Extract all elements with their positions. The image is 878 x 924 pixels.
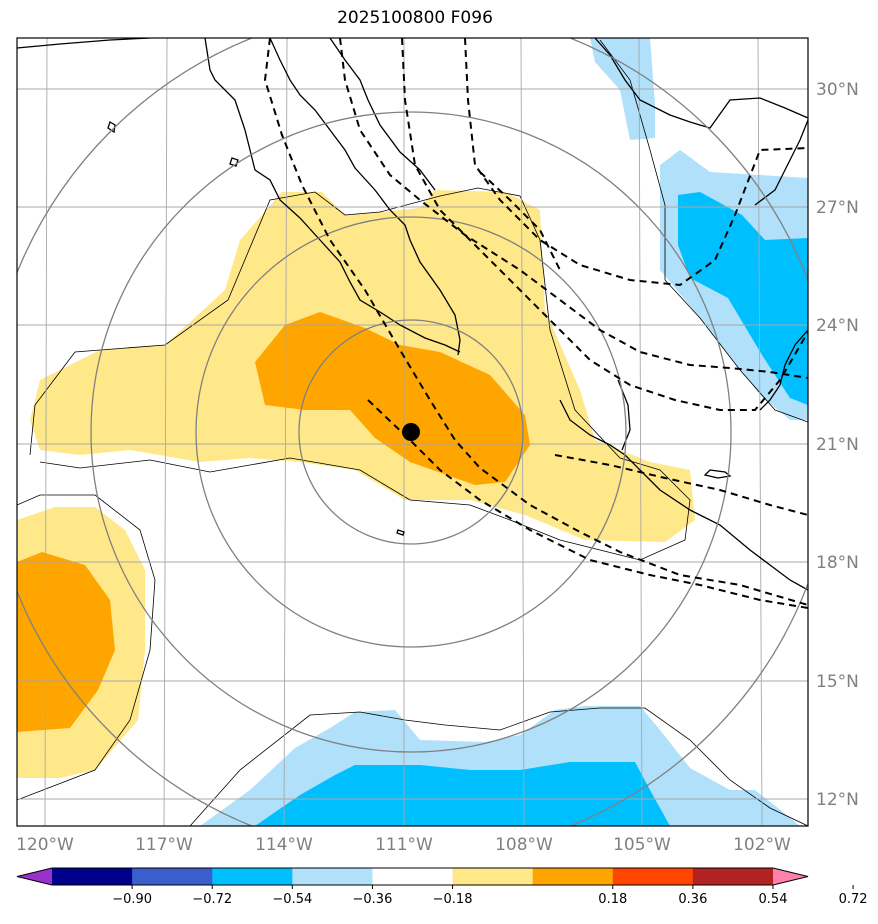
lat-label: 27°N — [816, 198, 859, 218]
colorbar-tick-label: 0.36 — [678, 892, 707, 907]
colorbar-segment — [372, 868, 454, 885]
colorbar-tick-label: −0.72 — [192, 892, 232, 907]
lat-label: 18°N — [816, 553, 859, 573]
colorbar-tick-label: −0.54 — [272, 892, 312, 907]
lon-label: 102°W — [733, 835, 791, 855]
colorbar-segment — [292, 868, 373, 885]
colorbar-tick-label: −0.18 — [433, 892, 473, 907]
track-lines — [263, 38, 808, 609]
colorbar-outline — [16, 867, 809, 886]
colorbar-extend-min — [17, 868, 52, 885]
anomaly-contours — [17, 39, 808, 826]
storm-center-marker — [402, 423, 420, 441]
negative-anomaly-region — [255, 762, 670, 826]
lat-label: 15°N — [816, 672, 859, 692]
figure-title: 2025100800 F096 — [337, 8, 493, 28]
colorbar-segment — [452, 868, 534, 885]
lon-label: 117°W — [135, 835, 193, 855]
lon-label: 108°W — [495, 835, 553, 855]
colorbar-tick-label: 0.54 — [759, 892, 788, 907]
latitude-labels: 30°N 27°N 24°N 21°N 18°N 15°N 12°N — [816, 80, 859, 810]
colorbar-tick-label: 0.72 — [839, 892, 868, 907]
map-frame — [16, 37, 809, 827]
lat-label: 30°N — [816, 80, 859, 100]
colorbar-segment — [52, 868, 133, 885]
colorbar-segment — [132, 868, 213, 885]
colorbar-tick-label: 0.18 — [598, 892, 627, 907]
colorbar-tick-label: −0.36 — [353, 892, 393, 907]
positive-anomaly-region — [255, 312, 530, 485]
lat-label: 21°N — [816, 435, 859, 455]
positive-anomaly-region — [17, 552, 115, 732]
colorbar: −0.90 −0.72 −0.54 −0.36 −0.18 0.18 0.36 0.54 0.7… — [16, 867, 868, 907]
lon-label: 120°W — [16, 835, 74, 855]
lon-label: 105°W — [613, 835, 671, 855]
colorbar-segment — [612, 868, 694, 885]
lon-label: 111°W — [375, 835, 433, 855]
colorbar-segment — [692, 868, 774, 885]
map-area — [17, 38, 808, 826]
longitude-labels: 120°W 117°W 114°W 111°W 108°W 105°W 102°… — [16, 835, 791, 855]
lon-label: 114°W — [255, 835, 313, 855]
lat-label: 24°N — [816, 316, 859, 336]
lat-label: 12°N — [816, 790, 859, 810]
colorbar-segment — [532, 868, 614, 885]
range-rings — [17, 38, 808, 826]
negative-anomaly-region — [678, 192, 808, 405]
colorbar-tick-label: −0.90 — [112, 892, 152, 907]
colorbar-segment — [212, 868, 293, 885]
colorbar-extend-max — [773, 868, 808, 885]
